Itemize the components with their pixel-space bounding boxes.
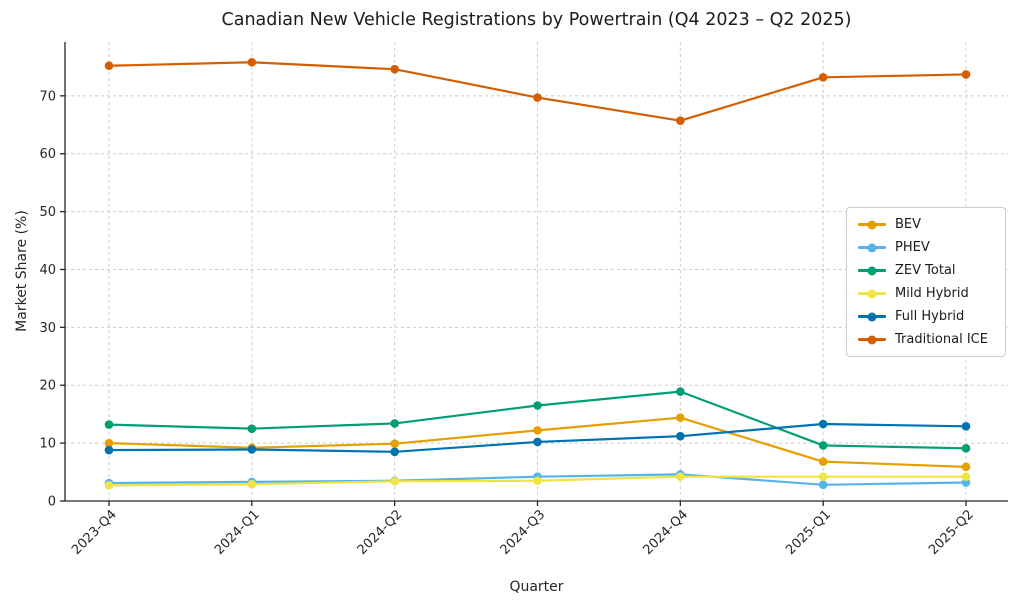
y-tick-label: 50	[39, 205, 56, 220]
data-point-full-hybrid	[390, 447, 399, 457]
data-point-zev-total	[104, 420, 114, 429]
data-point-phev	[818, 480, 828, 490]
data-point-traditional-ice	[818, 73, 828, 82]
data-point-mild-hybrid	[390, 477, 399, 486]
data-point-zev-total	[390, 419, 399, 428]
data-point-bev	[104, 438, 114, 448]
x-axis-label: Quarter	[509, 579, 564, 595]
data-point-traditional-ice	[247, 57, 257, 67]
legend-label: Traditional ICE	[895, 332, 988, 347]
x-tick-label: 2024-Q4	[640, 507, 691, 558]
data-point-full-hybrid	[676, 431, 685, 441]
data-point-bev	[533, 426, 542, 435]
x-tick-label: 2023-Q4	[69, 507, 120, 558]
data-point-traditional-ice	[961, 70, 971, 79]
legend-label: BEV	[895, 217, 922, 232]
data-point-mild-hybrid	[247, 479, 257, 489]
y-tick-label: 0	[48, 495, 56, 510]
legend-item-phev: PHEV	[858, 239, 994, 256]
data-point-mild-hybrid	[818, 472, 828, 481]
data-point-bev	[390, 439, 399, 448]
legend-item-full-hybrid: Full Hybrid	[858, 308, 994, 325]
legend-item-bev: BEV	[858, 216, 994, 233]
y-tick-label: 70	[39, 89, 56, 104]
data-point-traditional-ice	[390, 64, 399, 74]
legend-item-traditional-ice: Traditional ICE	[858, 331, 994, 348]
y-tick-label: 20	[39, 379, 56, 394]
x-tick-label: 2025-Q1	[783, 507, 834, 558]
data-point-full-hybrid	[961, 422, 971, 431]
data-point-traditional-ice	[676, 116, 685, 126]
legend-label: PHEV	[895, 240, 930, 255]
data-point-traditional-ice	[104, 61, 114, 71]
data-point-mild-hybrid	[104, 481, 114, 490]
x-tick-label: 2024-Q1	[212, 507, 263, 558]
data-point-traditional-ice	[533, 93, 542, 102]
y-tick-label: 40	[39, 263, 56, 278]
legend-marker-full-hybrid	[858, 315, 886, 318]
data-point-zev-total	[247, 424, 257, 433]
y-tick-label: 60	[39, 147, 56, 162]
y-axis-label: Market Share (%)	[14, 210, 30, 332]
data-point-full-hybrid	[104, 445, 114, 455]
y-tick-label: 10	[39, 437, 56, 452]
legend-marker-phev	[858, 246, 886, 249]
data-point-mild-hybrid	[676, 472, 685, 481]
legend-item-mild-hybrid: Mild Hybrid	[858, 285, 994, 302]
legend-marker-traditional-ice	[858, 338, 886, 341]
data-point-full-hybrid	[247, 445, 257, 454]
legend: BEV PHEV ZEV Total Mild Hybrid Full Hybrid Tr…	[846, 207, 1006, 357]
legend-label: ZEV Total	[895, 263, 956, 278]
chart-title: Canadian New Vehicle Registrations by Po…	[221, 10, 852, 30]
legend-marker-zev-total	[858, 269, 886, 272]
data-point-zev-total	[676, 387, 685, 396]
data-point-zev-total	[961, 444, 971, 453]
data-point-full-hybrid	[818, 419, 828, 429]
legend-item-zev-total: ZEV Total	[858, 262, 994, 279]
data-point-mild-hybrid	[961, 472, 971, 481]
data-point-bev	[961, 462, 971, 472]
data-point-bev	[818, 457, 828, 466]
x-tick-label: 2024-Q2	[355, 507, 406, 558]
legend-marker-mild-hybrid	[858, 292, 886, 295]
data-point-mild-hybrid	[533, 476, 542, 486]
legend-label: Full Hybrid	[895, 309, 965, 324]
data-point-zev-total	[533, 401, 542, 410]
legend-marker-bev	[858, 223, 886, 226]
data-point-bev	[676, 413, 685, 422]
y-tick-label: 30	[39, 321, 56, 336]
legend-label: Mild Hybrid	[895, 286, 969, 301]
x-tick-label: 2025-Q2	[926, 507, 977, 558]
data-point-full-hybrid	[533, 437, 542, 447]
x-tick-label: 2024-Q3	[498, 507, 549, 558]
data-point-zev-total	[818, 441, 828, 450]
